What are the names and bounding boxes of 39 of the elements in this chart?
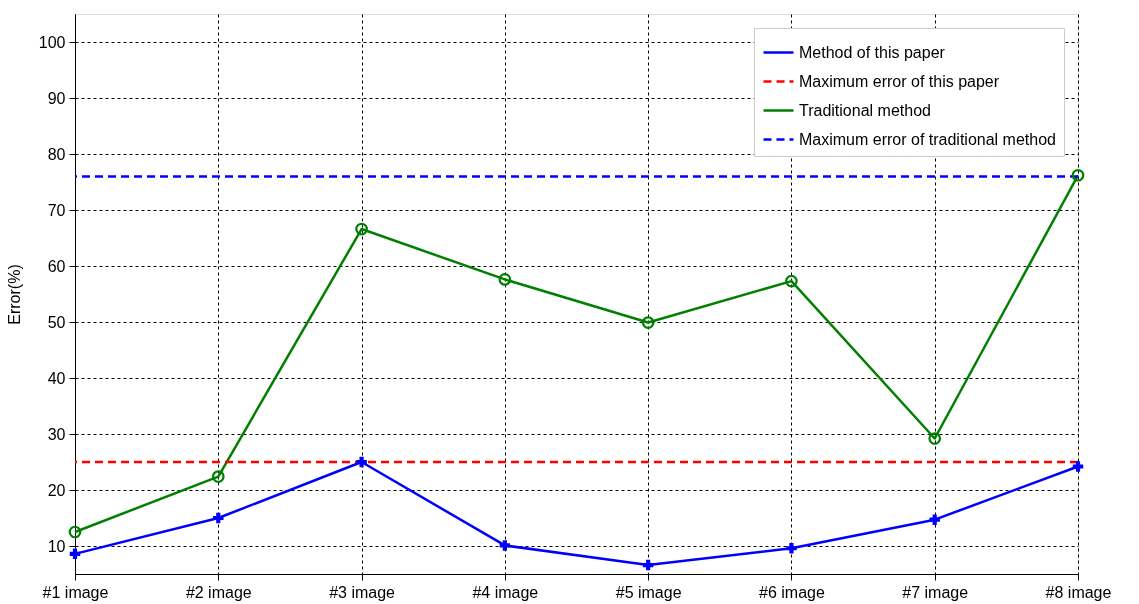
point xyxy=(928,432,942,445)
point xyxy=(355,222,368,236)
x-tick-label: #3 image xyxy=(329,583,396,601)
y-tick-label: 40 xyxy=(47,369,66,387)
legend-label: Maximum error of this paper xyxy=(799,72,1000,90)
point xyxy=(68,525,82,539)
y-tick-label: 50 xyxy=(47,313,66,331)
y-tick-label: 10 xyxy=(47,537,66,555)
point xyxy=(213,512,224,524)
point xyxy=(785,274,798,288)
point xyxy=(211,470,225,483)
y-tick-label: 30 xyxy=(47,425,66,443)
y-tick-label: 70 xyxy=(47,201,66,219)
y-tick-label: 100 xyxy=(38,33,66,51)
x-tick-label: #5 image xyxy=(615,583,682,601)
point xyxy=(499,540,511,551)
legend-label: Traditional method xyxy=(799,101,931,119)
x-tick-label: #1 image xyxy=(42,583,109,601)
point xyxy=(641,316,655,329)
x-tick-label: #8 image xyxy=(1045,583,1112,601)
point xyxy=(786,543,797,554)
legend-label: Maximum error of traditional method xyxy=(799,130,1056,148)
point xyxy=(1072,461,1084,472)
y-tick-label: 60 xyxy=(47,257,66,275)
y-tick-label: 90 xyxy=(47,89,66,107)
x-tick-label: #6 image xyxy=(759,583,825,601)
point xyxy=(1071,168,1085,182)
point xyxy=(356,456,367,468)
point xyxy=(69,548,81,560)
point xyxy=(929,514,940,525)
point xyxy=(642,559,654,571)
y-tick-label: 20 xyxy=(47,481,66,499)
x-tick-label: #4 image xyxy=(472,583,539,601)
x-tick-label: #2 image xyxy=(185,583,252,601)
legend-label: Method of this paper xyxy=(799,43,946,61)
x-tick-label: #7 image xyxy=(902,583,969,601)
point xyxy=(498,273,512,286)
y-axis-title: Error(%) xyxy=(5,264,23,325)
y-tick-label: 80 xyxy=(47,145,66,163)
